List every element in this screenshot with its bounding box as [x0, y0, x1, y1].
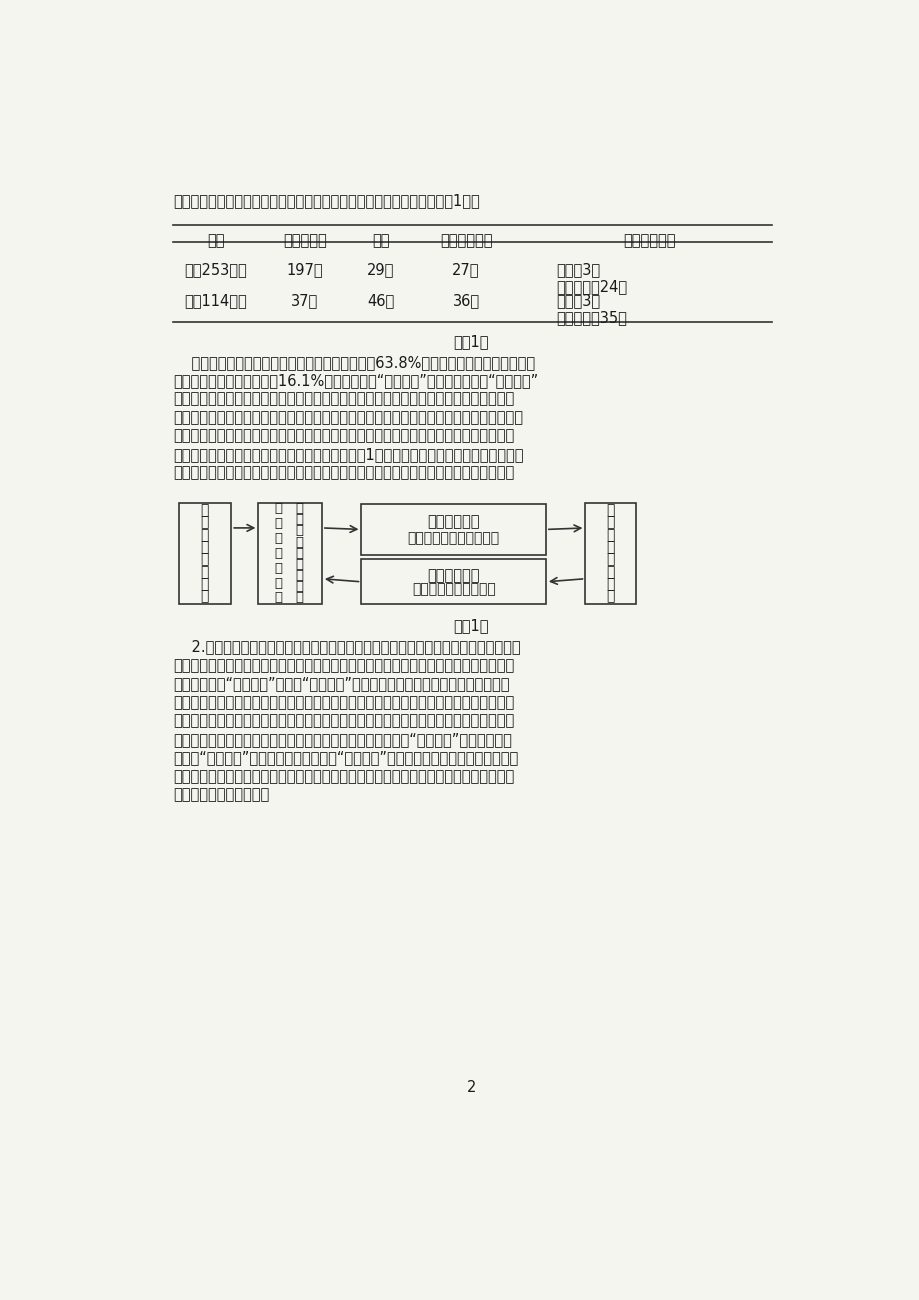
Text: 趣: 趣 — [200, 589, 209, 603]
Text: （思维、情绪、意志）: （思维、情绪、意志） — [412, 582, 495, 597]
Bar — [584, 503, 635, 604]
Text: 女（114人）: 女（114人） — [184, 292, 247, 308]
Text: 经过不断练习形成技术与促进身心发展的关系，也说明体育教学中技术的学习是必要的。: 经过不断练习形成技术与促进身心发展的关系，也说明体育教学中技术的学习是必要的。 — [173, 465, 514, 481]
Text: 、: 、 — [200, 528, 209, 542]
Text: 喜欢体育课: 喜欢体育课 — [283, 233, 326, 248]
Text: 术: 术 — [275, 592, 282, 604]
Text: 学: 学 — [295, 580, 303, 593]
Text: 197人: 197人 — [286, 263, 323, 277]
Text: 展: 展 — [606, 589, 614, 603]
Text: 少，除了伤病原因外，也兠16.1%。究其原因为“不懂不会”。我们认为所谓“不懂不会”: 少，除了伤病原因外，也兠16.1%。究其原因为“不懂不会”。我们认为所谓“不懂不… — [173, 373, 538, 389]
Text: 二个目标就是“运动技能”。所谓“运动技能”就是指学生按运动技术要求，通过反复的: 二个目标就是“运动技能”。所谓“运动技能”就是指学生按运动技术要求，通过反复的 — [173, 676, 509, 692]
Bar — [361, 504, 545, 555]
Text: 一般: 一般 — [371, 233, 389, 248]
Text: 36人: 36人 — [452, 292, 479, 308]
Text: 从表中我们可看出，喜欢体育课的同学居多，占63.8%。但不喜欢体育课的同学也不: 从表中我们可看出，喜欢体育课的同学居多，占63.8%。但不喜欢体育课的同学也不 — [173, 355, 535, 369]
Bar — [361, 559, 545, 604]
Text: 身体得到发展: 身体得到发展 — [427, 515, 480, 529]
Text: 不喜欢的原因: 不喜欢的原因 — [623, 233, 675, 248]
Text: 无从谈起。再者，其它几个目标的实现也都建立在学生持久的“身体练习”实践基础上，: 无从谈起。再者，其它几个目标的实现也都建立在学生持久的“身体练习”实践基础上， — [173, 732, 512, 748]
Text: 兴: 兴 — [200, 577, 209, 592]
Text: 全: 全 — [606, 552, 614, 567]
Text: 、: 、 — [200, 564, 209, 579]
Text: 动: 动 — [295, 558, 303, 571]
Text: 体: 体 — [295, 524, 303, 537]
Text: （表1）: （表1） — [453, 334, 489, 350]
Text: 身: 身 — [606, 528, 614, 542]
Text: 伤病：3人: 伤病：3人 — [556, 292, 600, 308]
Text: 都应在“身体练习”的过程中达到。既然有“身体练习”，就有技术成分。由此可见，《课: 都应在“身体练习”的过程中达到。既然有“身体练习”，就有技术成分。由此可见，《课 — [173, 750, 517, 766]
Text: 育: 育 — [295, 536, 303, 549]
Text: 的重要学习目标和内容。: 的重要学习目标和内容。 — [173, 788, 269, 802]
Text: 状况: 状况 — [207, 233, 224, 248]
Text: 合: 合 — [275, 547, 282, 560]
Text: 参: 参 — [295, 502, 303, 515]
Text: 进: 进 — [606, 516, 614, 529]
Text: 目: 目 — [200, 503, 209, 517]
Text: 用: 用 — [275, 532, 282, 545]
Text: （体力和运动能力增强）: （体力和运动能力增强） — [407, 532, 499, 546]
Text: 的: 的 — [200, 516, 209, 529]
Text: 我们收集到的资料，就学生对体育课兴趣及原因的人数作如下统计（如表1）。: 我们收集到的资料，就学生对体育课兴趣及原因的人数作如下统计（如表1）。 — [173, 192, 480, 208]
Text: 练习，内化为从事运动的一种能力。也就是说运动技术一旦被人掌握，就成了人所具有的: 练习，内化为从事运动的一种能力。也就是说运动技术一旦被人掌握，就成了人所具有的 — [173, 696, 514, 710]
Text: 运动技能。因此，没有了运动技术也就没有运动技能的形成，运动技能这一教学目标也就: 运动技能。因此，没有了运动技术也就没有运动技能的形成，运动技能这一教学目标也就 — [173, 714, 514, 728]
Text: 并: 并 — [275, 502, 282, 515]
Text: 技: 技 — [275, 577, 282, 590]
Text: （图1）: （图1） — [453, 618, 489, 633]
Text: ；: ； — [295, 569, 303, 582]
Text: 27人: 27人 — [452, 263, 480, 277]
Text: 动: 动 — [200, 541, 209, 554]
Text: 男（253人）: 男（253人） — [184, 263, 247, 277]
Text: 2: 2 — [466, 1080, 476, 1095]
Text: 不懂不会：24人: 不懂不会：24人 — [556, 280, 627, 294]
Text: 不喜欢体育课: 不喜欢体育课 — [439, 233, 492, 248]
Text: 心: 心 — [606, 541, 614, 554]
Text: 不懂不会：35人: 不懂不会：35人 — [556, 309, 627, 325]
Text: 37人: 37人 — [291, 292, 318, 308]
Text: 机: 机 — [200, 552, 209, 567]
Text: 习: 习 — [295, 592, 303, 604]
Text: 2.从体育与健康课程目标看，技术教学与课程目标并不矛盾。《体育与健康》课程标: 2.从体育与健康课程目标看，技术教学与课程目标并不矛盾。《体育与健康》课程标 — [173, 640, 520, 655]
Text: 程标准》不仅没有忽视或淡化运动技能的教学，相反更为突出运动技能是体育与健康课程: 程标准》不仅没有忽视或淡化运动技能的教学，相反更为突出运动技能是体育与健康课程 — [173, 768, 514, 784]
Text: 不学习技术运动怎么能运用技术进行反复练习？不反复练习怎么能形成技能，进而用以锻: 不学习技术运动怎么能运用技术进行反复练习？不反复练习怎么能形成技能，进而用以锻 — [173, 429, 514, 443]
Text: 理: 理 — [275, 562, 282, 575]
Text: 发: 发 — [606, 577, 614, 592]
Text: 心理得到发展: 心理得到发展 — [427, 568, 480, 584]
Text: 加: 加 — [295, 514, 303, 526]
Text: 46人: 46人 — [367, 292, 394, 308]
Bar — [178, 503, 231, 604]
Text: 知，只有掌握了运动技术技能，才会有兴趣经常去练习，才能促进身心的全面发展。反之，: 知，只有掌握了运动技术技能，才会有兴趣经常去练习，才能促进身心的全面发展。反之， — [173, 410, 523, 425]
Text: 炼身体？参加体育锻炼促进身心发展的结构（如图1所示），通过下图可以说明学习技术，: 炼身体？参加体育锻炼促进身心发展的结构（如图1所示），通过下图可以说明学习技术， — [173, 447, 523, 462]
Text: 面: 面 — [606, 564, 614, 579]
Text: 就是连起码的基本知识、技术也不知道，这是制约这些学生不喜欢体育课的因素。众所周: 就是连起码的基本知识、技术也不知道，这是制约这些学生不喜欢体育课的因素。众所周 — [173, 391, 514, 407]
Text: 伤病：3人: 伤病：3人 — [556, 263, 600, 277]
Text: 准把目标分为：运动参与、运动技能、身体健康、心理健康、社会适应五个领域。其中第: 准把目标分为：运动参与、运动技能、身体健康、心理健康、社会适应五个领域。其中第 — [173, 658, 514, 673]
Text: 29人: 29人 — [367, 263, 394, 277]
Text: 促: 促 — [606, 503, 614, 517]
Text: 活: 活 — [295, 547, 303, 560]
Bar — [258, 503, 322, 604]
Text: 利: 利 — [275, 517, 282, 530]
